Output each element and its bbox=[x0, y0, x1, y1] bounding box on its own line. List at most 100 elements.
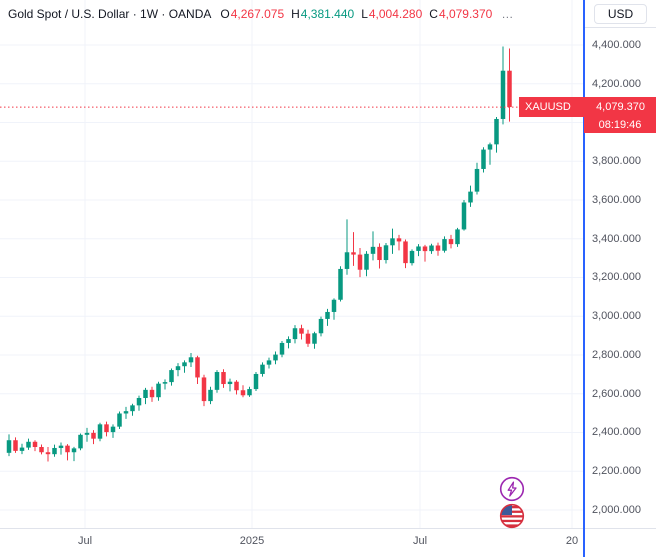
candle-body bbox=[474, 168, 480, 192]
price-tick-label: 3,400.000 bbox=[592, 232, 641, 245]
candle-body bbox=[481, 149, 486, 169]
legend-more[interactable]: … bbox=[501, 7, 514, 21]
candle-body bbox=[403, 241, 408, 264]
candle-body bbox=[455, 229, 460, 245]
candle-body bbox=[448, 239, 454, 245]
candle-body bbox=[487, 144, 493, 150]
candle-body bbox=[364, 253, 369, 270]
candle-body bbox=[208, 389, 213, 402]
candle-body bbox=[169, 370, 174, 383]
candle-body bbox=[71, 448, 77, 453]
price-tick-label: 2,200.000 bbox=[592, 465, 641, 478]
candle-body bbox=[260, 364, 265, 374]
candle-body bbox=[130, 405, 135, 412]
candle-body bbox=[78, 434, 83, 449]
candle-body bbox=[390, 238, 395, 246]
candle-body bbox=[195, 357, 200, 378]
candle-body bbox=[117, 413, 122, 427]
candle-body bbox=[26, 441, 31, 448]
price-tick-label: 3,800.000 bbox=[592, 155, 641, 168]
candle-body bbox=[32, 441, 38, 448]
us-flag-badge-icon[interactable] bbox=[499, 503, 525, 529]
last-price-value: 4,079.370 bbox=[596, 101, 645, 114]
bar-countdown: 08:19:46 bbox=[584, 117, 656, 134]
candle-body bbox=[136, 397, 142, 406]
price-tick-label: 2,800.000 bbox=[592, 348, 641, 361]
price-tick-label: 3,000.000 bbox=[592, 310, 641, 323]
candle-body bbox=[214, 372, 220, 390]
candle-body bbox=[104, 424, 109, 433]
price-tick-label: 4,200.000 bbox=[592, 77, 641, 90]
candle-body bbox=[58, 445, 64, 448]
candle-body bbox=[500, 70, 506, 119]
candle-body bbox=[442, 239, 447, 251]
lightning-badge-icon[interactable] bbox=[499, 476, 525, 502]
chart-pane[interactable] bbox=[0, 0, 583, 528]
candle-body bbox=[182, 362, 187, 367]
candle-body bbox=[123, 411, 129, 414]
candle-body bbox=[318, 318, 324, 334]
candle-body bbox=[247, 389, 252, 396]
candle-body bbox=[253, 373, 259, 390]
price-tick-label: 3,600.000 bbox=[592, 193, 641, 206]
candle-body bbox=[84, 432, 90, 435]
candle-body bbox=[299, 328, 304, 334]
candle-body bbox=[91, 432, 96, 439]
ohlc-values: O 4,267.075 H 4,381.440 L 4,004.280 C 4,079.370… bbox=[220, 7, 513, 21]
candle-body bbox=[468, 191, 473, 203]
ohlc-o: O 4,267.075 bbox=[220, 7, 285, 21]
candle-body bbox=[331, 299, 337, 312]
candle-body bbox=[162, 382, 168, 384]
candle-body bbox=[201, 377, 207, 402]
candle-body bbox=[221, 372, 226, 385]
candle-body bbox=[39, 447, 44, 453]
last-price-symbol: XAUUSD bbox=[525, 101, 571, 114]
candle-body bbox=[240, 390, 246, 396]
candle-body bbox=[45, 452, 51, 455]
time-tick-label: 20 bbox=[565, 535, 579, 547]
candle-body bbox=[149, 389, 155, 398]
candle-body bbox=[97, 424, 103, 439]
candle-body bbox=[351, 252, 356, 255]
candle-body bbox=[422, 246, 428, 252]
time-tick-label: Jul bbox=[77, 535, 93, 547]
time-axis[interactable]: Jul 2025 Jul 20 bbox=[0, 528, 656, 557]
symbol-title[interactable]: Gold Spot / U.S. Dollar · 1W · OANDA bbox=[8, 7, 212, 21]
candle-body bbox=[234, 381, 239, 391]
candle-body bbox=[279, 342, 285, 355]
candle-body bbox=[429, 245, 434, 252]
time-tick-label: 2025 bbox=[239, 535, 265, 547]
candle-body bbox=[325, 311, 330, 319]
candle-body bbox=[13, 440, 18, 451]
candle-body bbox=[312, 333, 317, 344]
candle-body bbox=[494, 118, 499, 145]
price-axis-header: USD bbox=[585, 0, 656, 28]
price-axis[interactable]: 4,400.0004,200.0004,000.0003,800.0003,60… bbox=[585, 0, 656, 528]
candle-body bbox=[357, 254, 363, 270]
candle-body bbox=[377, 246, 382, 261]
candle-body bbox=[175, 366, 181, 371]
candle-body bbox=[188, 357, 194, 363]
price-tick-label: 2,600.000 bbox=[592, 387, 641, 400]
candle-body bbox=[461, 202, 467, 230]
ohlc-l: L 4,004.280 bbox=[361, 7, 423, 21]
candle-body bbox=[227, 381, 233, 385]
candle-body bbox=[156, 383, 161, 398]
candle-body bbox=[344, 252, 350, 269]
candle-body bbox=[383, 245, 389, 261]
candle-body bbox=[370, 246, 376, 254]
candle-body bbox=[286, 339, 291, 343]
ohlc-c: C 4,079.370 bbox=[429, 7, 493, 21]
currency-usd-button[interactable]: USD bbox=[593, 3, 648, 24]
price-axis-border[interactable] bbox=[583, 0, 585, 557]
candle-body bbox=[416, 246, 421, 251]
price-tick-label: 3,200.000 bbox=[592, 271, 641, 284]
candle-body bbox=[52, 447, 57, 455]
price-tick-label: 2,000.000 bbox=[592, 503, 641, 516]
candle-body bbox=[409, 250, 415, 264]
candle-body bbox=[338, 268, 343, 300]
candle-body bbox=[396, 238, 402, 242]
candle-body bbox=[273, 354, 278, 361]
last-price-label: XAUUSD 4,079.370 bbox=[519, 97, 656, 118]
